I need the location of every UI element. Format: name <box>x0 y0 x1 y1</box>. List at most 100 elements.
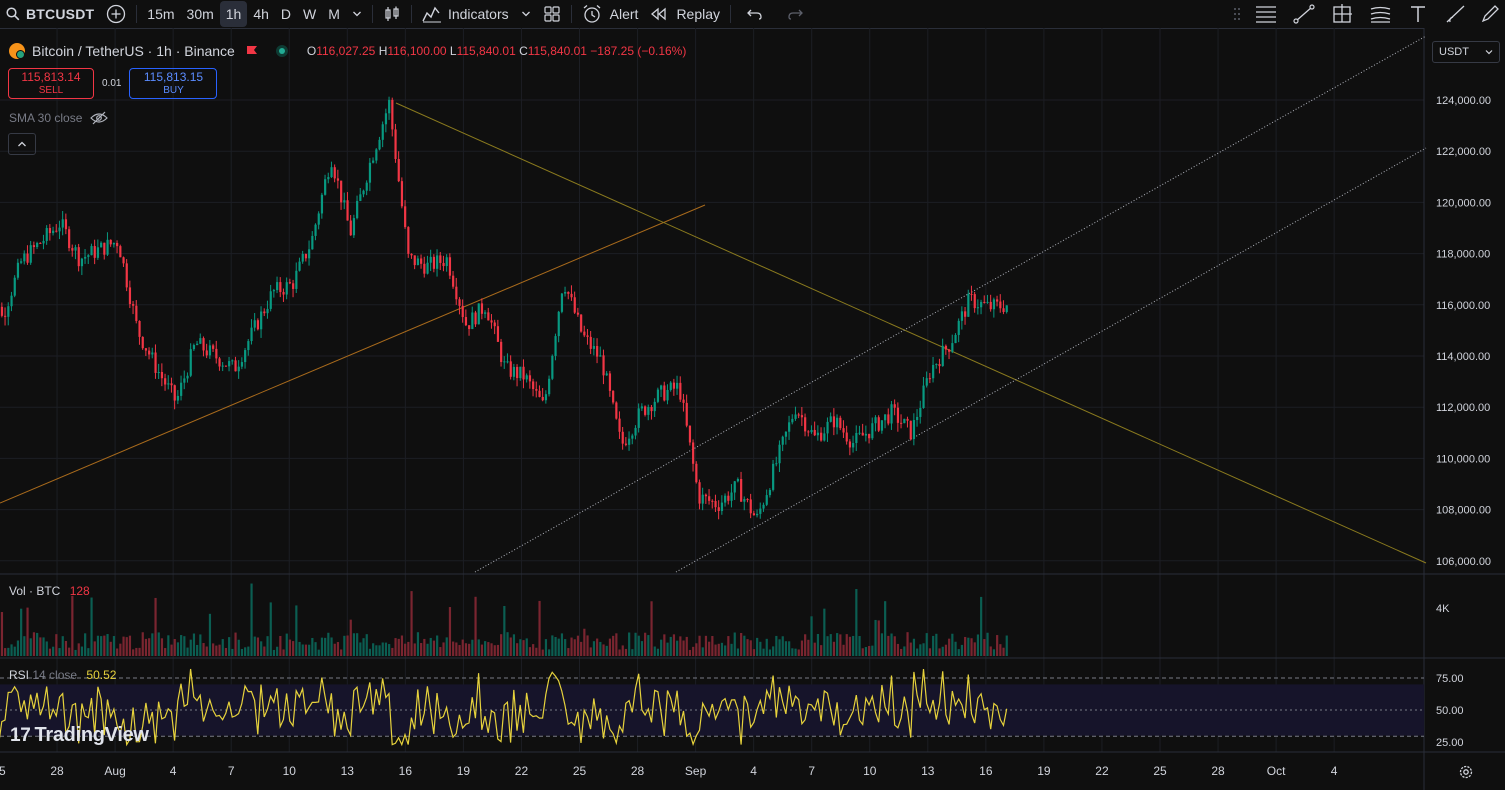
alert-button[interactable]: Alert <box>576 0 645 28</box>
compare-symbol-button[interactable] <box>100 0 132 28</box>
layouts-button[interactable] <box>537 0 567 28</box>
volume-legend[interactable]: Vol · BTC 128 <box>9 584 90 598</box>
volume-bar <box>736 648 740 656</box>
tradingview-logo[interactable]: 17 TradingView <box>10 724 149 747</box>
interval-15m[interactable]: 15m <box>147 6 175 22</box>
sma-indicator-legend[interactable]: SMA 30 close <box>9 111 109 125</box>
interval-m[interactable]: M <box>328 6 340 22</box>
date-tick-label: 4 <box>750 764 757 778</box>
price-tick-label: 122,000.00 <box>1436 146 1491 158</box>
volume-bar <box>829 634 832 656</box>
candle-body <box>596 346 599 357</box>
volume-bar <box>471 639 474 656</box>
trend-line-tool[interactable] <box>1285 0 1323 28</box>
candle-body <box>999 301 1002 309</box>
candle-body <box>717 507 720 512</box>
date-tick-label: 28 <box>631 764 645 778</box>
volume-bar <box>612 635 615 656</box>
volume-bar <box>125 637 128 656</box>
market-status-icon[interactable] <box>275 44 289 58</box>
price-chart[interactable]: 124,000.00 122,000.00 120,000.00 118,000.00… <box>0 28 1505 790</box>
candle-body <box>973 294 976 309</box>
interval-4h[interactable]: 4h <box>253 6 269 22</box>
volume-bar <box>855 589 858 656</box>
volume-bar <box>826 636 829 656</box>
candle-body <box>791 418 794 423</box>
candle-body <box>420 258 423 264</box>
volume-bar <box>368 648 372 656</box>
candle-body <box>733 481 736 493</box>
symbol-search[interactable]: BTCUSDT <box>0 0 100 28</box>
candle-body <box>832 416 836 428</box>
volume-bar <box>493 645 496 656</box>
sell-button[interactable]: 115,813.14 SELL <box>8 68 94 99</box>
currency-select[interactable]: USDT <box>1432 41 1500 63</box>
indicators-dropdown[interactable] <box>515 0 537 28</box>
channel-lower-line <box>675 147 1427 573</box>
candle-body <box>272 290 276 292</box>
candle-body <box>394 129 397 159</box>
candle-body <box>397 158 400 182</box>
flag-icon[interactable] <box>245 44 259 58</box>
pitchfork-tool[interactable] <box>1361 0 1399 28</box>
descending-trendline <box>395 102 1427 564</box>
brush-tool[interactable] <box>1437 0 1475 28</box>
candle-body <box>432 256 436 269</box>
volume-bar <box>551 635 554 656</box>
candle-body <box>813 429 816 436</box>
volume-bar <box>352 633 356 656</box>
candle-body <box>810 429 813 433</box>
measure-tool[interactable] <box>1323 0 1361 28</box>
redo-button[interactable] <box>775 0 815 28</box>
volume-bar <box>928 648 932 656</box>
candle-body <box>260 311 263 330</box>
volume-bar <box>832 641 836 656</box>
candle-body <box>586 335 589 337</box>
symbol-title[interactable]: Bitcoin / TetherUS · 1h · Binance <box>32 43 235 59</box>
undo-button[interactable] <box>735 0 775 28</box>
candle-body <box>224 365 228 367</box>
interval-30m[interactable]: 30m <box>186 6 214 22</box>
volume-bar <box>522 640 525 656</box>
rsi-tick-label: 75.00 <box>1436 673 1464 685</box>
volume-bar <box>989 646 992 656</box>
volume-bar <box>180 635 183 656</box>
settings-gear-icon[interactable] <box>1458 764 1474 780</box>
interval-w[interactable]: W <box>303 6 317 22</box>
text-tool[interactable] <box>1399 0 1437 28</box>
candle-body <box>525 375 528 380</box>
candle-body <box>570 293 573 298</box>
volume-bar <box>42 637 45 656</box>
candle-body <box>768 489 772 496</box>
replay-button[interactable]: Replay <box>644 0 726 28</box>
candle-body <box>874 417 877 424</box>
buy-button[interactable]: 115,813.15 BUY <box>129 68 218 99</box>
trade-panel: 115,813.14 SELL 0.01 115,813.15 BUY <box>8 68 218 99</box>
collapse-legend-button[interactable] <box>8 133 36 155</box>
ohlc-values: O116,027.25 H116,100.00 L115,840.01 C115… <box>307 44 687 58</box>
volume-bar <box>512 634 516 656</box>
fib-levels-tool[interactable] <box>1247 0 1285 28</box>
pencil-tool[interactable] <box>1475 0 1505 28</box>
indicators-button[interactable]: Indicators <box>416 0 515 28</box>
buy-price: 115,813.15 <box>143 70 204 84</box>
rsi-value: 50.52 <box>86 668 117 682</box>
candle-body <box>448 257 452 276</box>
date-tick-label: 13 <box>341 764 355 778</box>
candle-body <box>967 293 970 317</box>
drag-handle-icon[interactable] <box>1227 0 1247 28</box>
volume-bar <box>589 647 592 656</box>
logo-text: TradingView <box>34 724 149 746</box>
candle-body <box>756 513 759 516</box>
interval-1h[interactable]: 1h <box>219 1 248 27</box>
candle-body <box>647 407 650 415</box>
candle-body <box>554 336 557 356</box>
eye-off-icon[interactable] <box>90 111 109 125</box>
rsi-legend[interactable]: RSI 14 close 50.52 <box>9 668 116 682</box>
chart-legend: Bitcoin / TetherUS · 1h · Binance O116,0… <box>8 42 686 60</box>
interval-dropdown[interactable] <box>346 0 368 28</box>
candle-body <box>666 389 669 401</box>
chart-type-button[interactable] <box>377 0 407 28</box>
candle-body <box>52 230 55 234</box>
interval-d[interactable]: D <box>280 6 292 22</box>
